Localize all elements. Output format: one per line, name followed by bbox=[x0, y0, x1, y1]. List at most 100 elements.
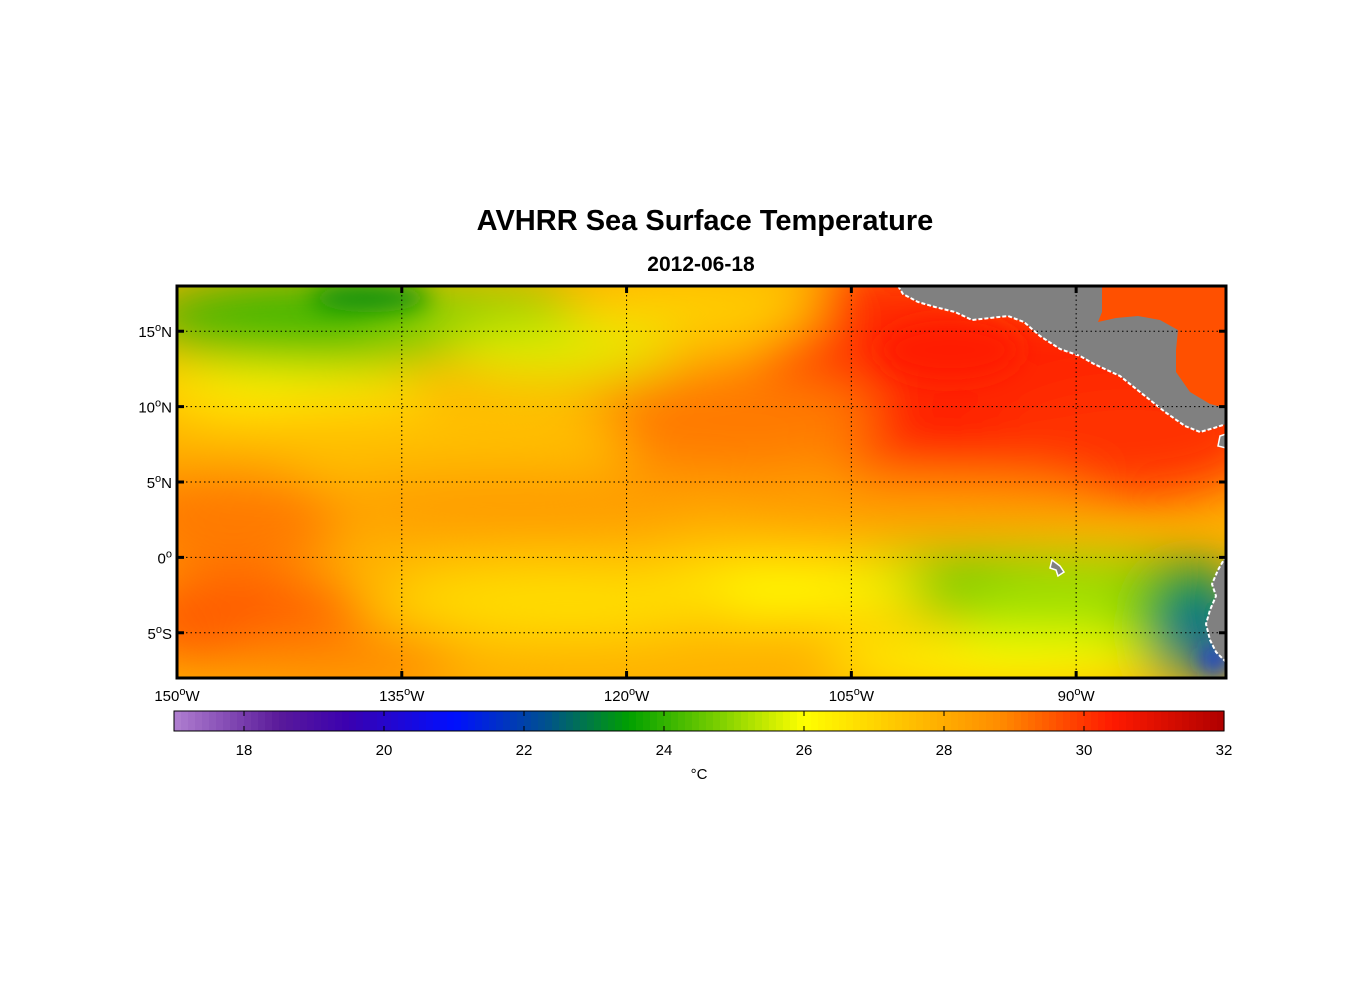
colorbar-segment bbox=[552, 711, 560, 731]
colorbar-segment bbox=[1112, 711, 1120, 731]
colorbar-segment bbox=[594, 711, 602, 731]
colorbar-segment bbox=[1119, 711, 1127, 731]
ocean-caribbean-gap bbox=[1098, 286, 1226, 408]
colorbar-segment bbox=[1182, 711, 1190, 731]
colorbar-segment bbox=[580, 711, 588, 731]
colorbar-segment bbox=[230, 711, 238, 731]
colorbar: 18 20 22 24 26 28 30 32 °C bbox=[173, 710, 1233, 783]
colorbar-segment bbox=[419, 711, 427, 731]
colorbar-segment bbox=[1014, 711, 1022, 731]
colorbar-segment bbox=[706, 711, 714, 731]
colorbar-segment bbox=[468, 711, 476, 731]
colorbar-segment bbox=[244, 711, 252, 731]
colorbar-segment bbox=[1133, 711, 1141, 731]
land-panama-tip bbox=[1217, 433, 1226, 449]
colorbar-segment bbox=[587, 711, 595, 731]
colorbar-segment bbox=[951, 711, 959, 731]
colorbar-segment bbox=[629, 711, 637, 731]
lat-tick-label: 10oN bbox=[138, 398, 172, 417]
colorbar-segment bbox=[461, 711, 469, 731]
colorbar-segment bbox=[804, 711, 812, 731]
colorbar-segment bbox=[503, 711, 511, 731]
colorbar-segment bbox=[986, 711, 994, 731]
colorbar-segment bbox=[559, 711, 567, 731]
colorbar-segment bbox=[1147, 711, 1155, 731]
colorbar-segment bbox=[643, 711, 651, 731]
colorbar-segment bbox=[307, 711, 315, 731]
colorbar-segment bbox=[377, 711, 385, 731]
colorbar-segment bbox=[790, 711, 798, 731]
colorbar-segment bbox=[314, 711, 322, 731]
colorbar-segment bbox=[979, 711, 987, 731]
lon-tick-label: 120oW bbox=[604, 686, 650, 705]
lon-tick-label: 105oW bbox=[829, 686, 875, 705]
colorbar-tick-label: 28 bbox=[936, 742, 953, 759]
colorbar-segment bbox=[965, 711, 973, 731]
colorbar-segment bbox=[510, 711, 518, 731]
colorbar-segment bbox=[300, 711, 308, 731]
colorbar-segment bbox=[258, 711, 266, 731]
colorbar-segment bbox=[881, 711, 889, 731]
colorbar-segment bbox=[412, 711, 420, 731]
colorbar-segment bbox=[762, 711, 770, 731]
colorbar-segment bbox=[1196, 711, 1204, 731]
lat-tick-label: 5oN bbox=[147, 473, 172, 492]
lon-tick-label: 135oW bbox=[379, 686, 425, 705]
colorbar-segment bbox=[433, 711, 441, 731]
colorbar-segment bbox=[293, 711, 301, 731]
colorbar-segment bbox=[636, 711, 644, 731]
colorbar-segment bbox=[174, 711, 182, 731]
colorbar-tick-label: 30 bbox=[1076, 742, 1093, 759]
colorbar-segment bbox=[895, 711, 903, 731]
colorbar-segment bbox=[902, 711, 910, 731]
colorbar-segment bbox=[195, 711, 203, 731]
colorbar-segment bbox=[1056, 711, 1064, 731]
colorbar-segment bbox=[356, 711, 364, 731]
colorbar-segment bbox=[370, 711, 378, 731]
colorbar-segment bbox=[1203, 711, 1211, 731]
colorbar-segment bbox=[489, 711, 497, 731]
graticule bbox=[177, 286, 1226, 678]
colorbar-segment bbox=[818, 711, 826, 731]
colorbar-segment bbox=[972, 711, 980, 731]
lon-tick-label: 90oW bbox=[1058, 686, 1096, 705]
colorbar-segment bbox=[776, 711, 784, 731]
colorbar-segment bbox=[930, 711, 938, 731]
colorbar-segment bbox=[944, 711, 952, 731]
colorbar-segment bbox=[440, 711, 448, 731]
colorbar-segment bbox=[223, 711, 231, 731]
land-central-america bbox=[896, 286, 1226, 434]
lon-tick-label: 150oW bbox=[154, 686, 200, 705]
colorbar-segment bbox=[1210, 711, 1218, 731]
lat-tick-label: 5oS bbox=[148, 624, 172, 643]
colorbar-segment bbox=[741, 711, 749, 731]
colorbar-tick-label: 32 bbox=[1216, 742, 1233, 759]
colorbar-segment bbox=[846, 711, 854, 731]
colorbar-segment bbox=[1217, 711, 1225, 731]
colorbar-segment bbox=[720, 711, 728, 731]
colorbar-segment bbox=[188, 711, 196, 731]
colorbar-segment bbox=[1007, 711, 1015, 731]
colorbar-segment bbox=[664, 711, 672, 731]
colorbar-segment bbox=[783, 711, 791, 731]
colorbar-segment bbox=[524, 711, 532, 731]
colorbar-segment bbox=[1077, 711, 1085, 731]
colorbar-segment bbox=[566, 711, 574, 731]
colorbar-segment bbox=[1091, 711, 1099, 731]
colorbar-segment bbox=[251, 711, 259, 731]
map-date: 2012-06-18 bbox=[647, 253, 755, 276]
colorbar-segment bbox=[181, 711, 189, 731]
colorbar-segment bbox=[1154, 711, 1162, 731]
colorbar-segment bbox=[1189, 711, 1197, 731]
colorbar-segment bbox=[384, 711, 392, 731]
colorbar-segment bbox=[538, 711, 546, 731]
colorbar-segment bbox=[622, 711, 630, 731]
colorbar-segment bbox=[286, 711, 294, 731]
colorbar-segment bbox=[531, 711, 539, 731]
colorbar-segment bbox=[1098, 711, 1106, 731]
colorbar-segment bbox=[657, 711, 665, 731]
colorbar-segment bbox=[769, 711, 777, 731]
colorbar-segment bbox=[650, 711, 658, 731]
colorbar-segment bbox=[475, 711, 483, 731]
